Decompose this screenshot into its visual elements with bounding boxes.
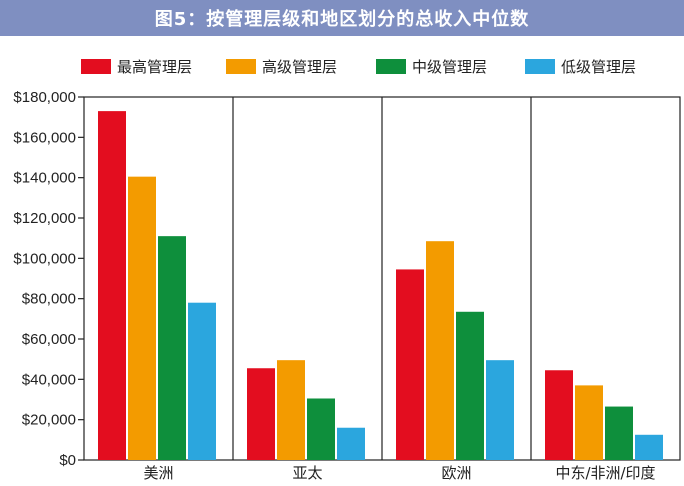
bar-0-1 (247, 368, 275, 460)
chart-title-bar: 图5：按管理层级和地区划分的总收入中位数 (0, 0, 684, 36)
x-tick-label: 欧洲 (441, 464, 471, 482)
legend-label-junior-management: 低级管理层 (561, 57, 637, 76)
legend-swatch-senior-management (226, 58, 256, 74)
legend-label-middle-management: 中级管理层 (412, 57, 488, 76)
y-tick-label: $140,000 (13, 170, 76, 187)
bar-3-2 (486, 360, 514, 460)
y-tick-label: $80,000 (22, 291, 76, 308)
chart-title: 图5：按管理层级和地区划分的总收入中位数 (154, 9, 530, 30)
legend: 最高管理层 高级管理层 中级管理层 低级管理层 (0, 54, 684, 78)
bar-2-2 (456, 311, 484, 460)
bar-3-3 (635, 434, 663, 460)
legend-item-senior-management: 高级管理层 (226, 54, 337, 78)
legend-label-senior-management: 高级管理层 (262, 57, 338, 76)
bar-2-1 (307, 398, 335, 460)
y-tick-label: $60,000 (22, 331, 76, 348)
bar-2-3 (605, 406, 633, 460)
bar-0-0 (98, 111, 126, 460)
legend-swatch-middle-management (376, 58, 406, 74)
legend-item-junior-management: 低级管理层 (525, 54, 636, 78)
x-tick-label: 中东/非洲/印度 (555, 464, 655, 482)
legend-swatch-top-management (81, 58, 111, 74)
y-tick-label: $120,000 (13, 210, 76, 227)
bar-0-2 (396, 269, 424, 460)
legend-item-middle-management: 中级管理层 (376, 54, 487, 78)
legend-swatch-junior-management (525, 58, 555, 74)
y-tick-label: $100,000 (13, 250, 76, 267)
bar-2-0 (158, 236, 186, 460)
x-tick-label: 美洲 (143, 464, 173, 482)
bar-3-1 (337, 427, 365, 460)
y-tick-label: $160,000 (13, 129, 76, 146)
y-tick-label: $0 (59, 452, 76, 469)
bar-0-3 (545, 370, 573, 460)
bar-1-3 (575, 385, 603, 460)
legend-label-top-management: 最高管理层 (117, 57, 193, 76)
legend-item-top-management: 最高管理层 (81, 54, 192, 78)
y-tick-label: $20,000 (22, 412, 76, 429)
y-tick-label: $40,000 (22, 371, 76, 388)
bar-1-0 (128, 176, 156, 461)
bar-1-2 (426, 241, 454, 460)
x-tick-label: 亚太 (292, 464, 322, 482)
bar-3-0 (188, 302, 216, 460)
bar-1-1 (277, 360, 305, 460)
y-tick-label: $180,000 (13, 89, 76, 106)
